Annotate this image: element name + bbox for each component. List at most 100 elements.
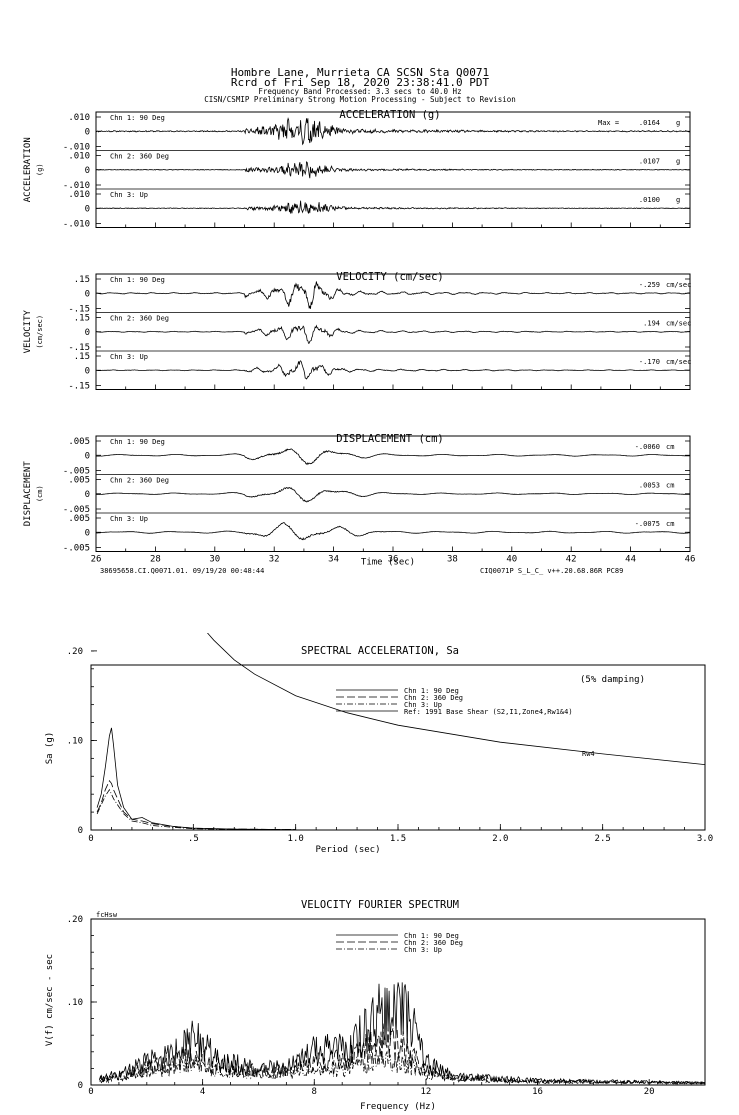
fourier-spectrum-plot: VELOCITY FOURIER SPECTRUM fcHsw 0 4 8 12 16 20 0…	[45, 899, 706, 1112]
y-tick-label: 0	[85, 366, 90, 376]
fs-series-line-3	[99, 1050, 706, 1085]
y-tick-label: -.005	[63, 467, 90, 477]
panel-title: ACCELERATION (g)	[339, 109, 440, 121]
y-tick-label: -.005	[63, 505, 90, 515]
x-tick-label: 32	[269, 555, 280, 565]
sa-series-line-3	[96, 788, 296, 830]
fs-legend-label: Chn 2: 360 Deg	[404, 939, 463, 947]
y-tick-label: -.005	[63, 544, 90, 554]
footer-right: CIQ0071P S_L_C_ v++.20.68.86R PC89	[480, 567, 623, 575]
panel-ylabel: DISPLACEMENT (cm)	[23, 461, 44, 527]
y-tick-label: -.15	[68, 343, 90, 353]
sa-x-tick-label: 2.5	[595, 834, 611, 844]
channel-trace-1: Chn 1: 90 Deg .010 0 -.010 Max = .0164 g	[63, 113, 691, 153]
peak-unit: cm	[666, 482, 674, 490]
fs-legend-label: Chn 3: Up	[404, 946, 442, 954]
y-tick-label: -.010	[63, 181, 90, 191]
x-tick-label: 46	[685, 555, 696, 565]
fs-y-axis-label: V(f) cm/sec - sec	[45, 954, 55, 1046]
channel-name: Chn 1: 90 Deg	[110, 438, 165, 446]
sa-x-tick-label: 3.0	[697, 834, 713, 844]
channel-name: Chn 3: Up	[110, 353, 148, 361]
y-tick-label: .005	[68, 514, 90, 524]
channel-trace-3: Chn 3: Up .15 0 -.15 -.170 cm/sec	[68, 350, 691, 392]
fs-x-tick-label: 20	[644, 1087, 655, 1097]
sa-title: SPECTRAL ACCELERATION, Sa	[301, 645, 459, 657]
peak-unit: cm/sec	[666, 358, 691, 366]
channel-name: Chn 3: Up	[110, 515, 148, 523]
sa-series-line-2	[96, 780, 296, 830]
sa-x-tick-label: 1.0	[288, 834, 304, 844]
sa-legend-label: Chn 2: 360 Deg	[404, 694, 463, 702]
y-tick-label: -.15	[68, 305, 90, 315]
channel-trace-1: Chn 1: 90 Deg .15 0 -.15 -.259 cm/sec	[68, 275, 691, 315]
waveform-line	[95, 161, 691, 179]
y-tick-label: 0	[85, 127, 90, 137]
peak-value: .0100	[639, 196, 660, 204]
y-tick-label: .010	[68, 113, 90, 123]
y-tick-label: 0	[85, 328, 90, 338]
y-tick-label: 0	[85, 528, 90, 538]
panel-disp: DISPLACEMENT (cm)DISPLACEMENT (cm) Chn 1: …	[23, 433, 695, 568]
panel-yunit: (cm)	[36, 485, 44, 502]
footer-left: 38695658.CI.Q0071.01. 09/19/20 00:48:44	[100, 567, 264, 575]
y-tick-label: 0	[85, 166, 90, 176]
waveform-line	[95, 522, 691, 541]
sa-x-tick-label: .5	[188, 834, 199, 844]
peak-value: -.0060	[635, 443, 660, 451]
header-record: Rcrd of Fri Sep 18, 2020 23:38:41.0 PDT	[231, 76, 490, 89]
waveform-line	[96, 487, 690, 503]
sa-y-tick-label: .10	[67, 736, 83, 746]
peak-value: .0053	[639, 482, 660, 490]
y-tick-label: -.15	[68, 382, 90, 392]
x-tick-label: 44	[625, 555, 636, 565]
peak-unit: g	[676, 158, 680, 166]
panel-ylabel: ACCELERATION (g)	[23, 137, 44, 202]
channel-trace-3: Chn 3: Up.0100-.010.0100 g	[63, 188, 690, 230]
peak-value: .0107	[639, 158, 660, 166]
panel-vel: VELOCITY (cm/sec)VELOCITY (cm/sec)Chn 1: …	[23, 271, 691, 392]
x-tick-label: 26	[91, 555, 102, 565]
x-tick-label: 42	[566, 555, 577, 565]
peak-value: -.170	[639, 358, 660, 366]
header-station: Hombre Lane, Murrieta CA SCSN Sta Q0071	[231, 66, 489, 79]
channel-trace-2: Chn 2: 360 Deg .010 0 -.010 .0107 g	[63, 150, 691, 191]
y-tick-label: .15	[74, 314, 90, 324]
peak-value: .194	[643, 320, 660, 328]
sa-x-tick-label: 0	[88, 834, 93, 844]
sa-legend-label: Ref: 1991 Base Shear (S2,I1,Zone4,Rw1&4)	[404, 708, 573, 716]
sa-legend-label: Chn 1: 90 Deg	[404, 687, 459, 695]
peak-unit: cm	[666, 520, 674, 528]
x-tick-label: 40	[506, 555, 517, 565]
waveform-line	[95, 360, 690, 380]
fs-x-tick-label: 8	[312, 1087, 317, 1097]
y-tick-label: -.010	[63, 220, 90, 230]
x-tick-label: 36	[388, 555, 399, 565]
time-series-panels: ACCELERATION (g)ACCELERATION (g)Chn 1: 90…	[23, 109, 695, 568]
fs-title: VELOCITY FOURIER SPECTRUM	[301, 899, 459, 911]
report-header: Hombre Lane, Murrieta CA SCSN Sta Q0071 …	[204, 66, 516, 104]
channel-trace-2: Chn 2: 360 Deg .15 0 -.15 .194 cm/sec	[68, 312, 691, 353]
y-tick-label: -.010	[63, 143, 90, 153]
x-axis-label: Time (sec)	[361, 558, 415, 568]
peak-unit: cm	[666, 443, 674, 451]
peak-value: -.259	[639, 281, 660, 289]
waveform-line	[95, 200, 690, 214]
x-tick-label: 28	[150, 555, 161, 565]
fs-x-axis-label: Frequency (Hz)	[360, 1102, 436, 1112]
panel-ylabel-text: DISPLACEMENT	[23, 461, 33, 527]
fs-series-line-1	[99, 982, 706, 1085]
y-tick-label: 0	[85, 451, 90, 461]
panel-ylabel-text: ACCELERATION	[23, 137, 33, 202]
waveform-line	[95, 117, 691, 146]
fs-y-tick-label: .20	[67, 915, 83, 925]
panel-ylabel-text: VELOCITY	[23, 310, 33, 354]
peak-unit: cm/sec	[666, 320, 691, 328]
sa-y-tick-label: 0	[78, 826, 83, 836]
sa-x-tick-label: 1.5	[390, 834, 406, 844]
channel-name: Chn 1: 90 Deg	[110, 276, 165, 284]
panel-yunit: (g)	[36, 163, 44, 176]
channel-trace-2: Chn 2: 360 Deg .005 0 -.005 .0053 cm	[63, 474, 690, 515]
y-tick-label: .005	[68, 476, 90, 486]
